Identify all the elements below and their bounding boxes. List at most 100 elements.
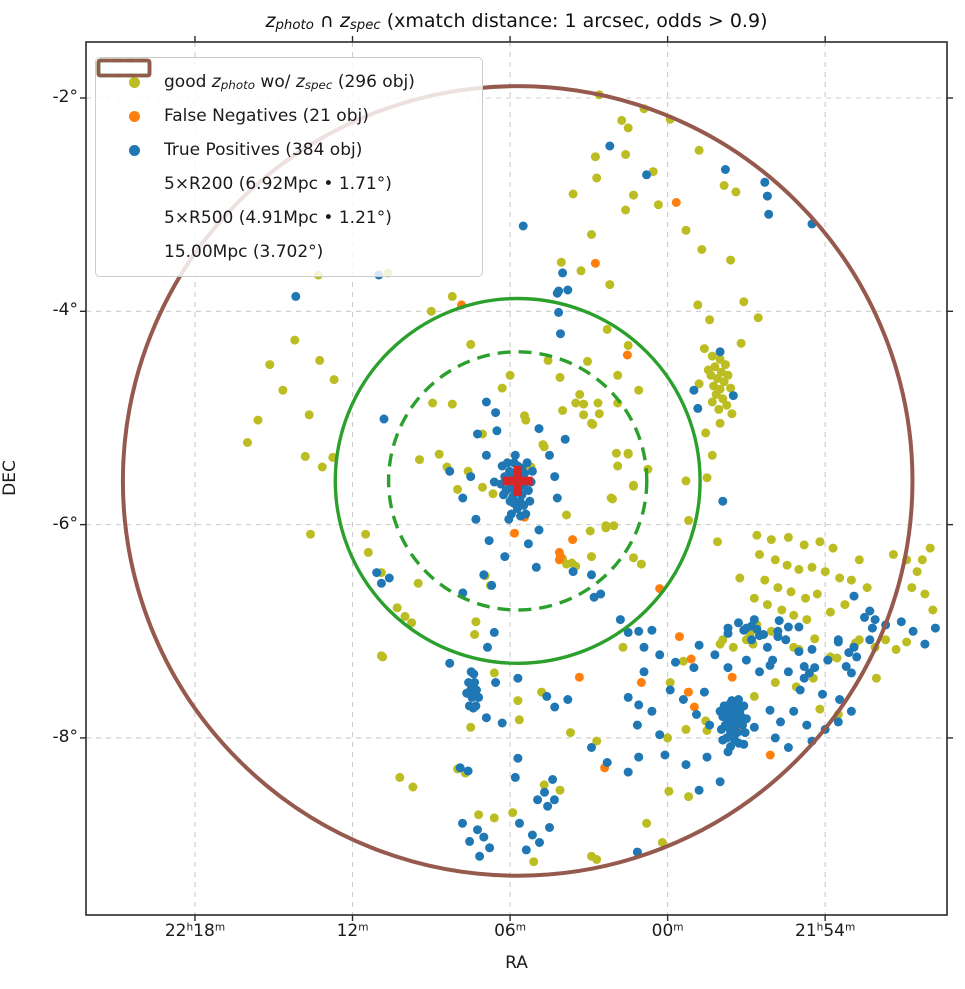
x-axis-label: RA <box>505 953 528 973</box>
scatter-true-positives <box>655 650 665 660</box>
legend-item: True Positives (384 obj) <box>104 133 472 167</box>
scatter-true-positives <box>896 617 906 627</box>
scatter-good-zphoto <box>807 562 817 572</box>
scatter-true-positives <box>492 426 502 436</box>
scatter-good-zphoto <box>707 450 717 460</box>
scatter-true-positives <box>471 514 481 524</box>
scatter-true-positives <box>694 785 704 795</box>
scatter-true-positives <box>730 720 740 730</box>
scatter-true-positives <box>846 706 856 716</box>
scatter-good-zphoto <box>378 652 388 662</box>
scatter-true-positives <box>563 285 573 295</box>
scatter-good-zphoto <box>925 543 935 553</box>
scatter-good-zphoto <box>621 150 631 159</box>
scatter-good-zphoto <box>755 550 764 559</box>
scatter-good-zphoto <box>602 324 612 334</box>
scatter-good-zphoto <box>917 555 927 565</box>
circle-5xR200 <box>333 296 702 665</box>
scatter-true-positives <box>802 720 812 730</box>
scatter-true-positives <box>720 165 730 174</box>
scatter-true-positives <box>724 722 733 732</box>
scatter-true-positives <box>823 655 833 665</box>
legend: good zphoto wo/ zspec (296 obj) False Neg… <box>95 57 483 277</box>
scatter-good-zphoto <box>891 644 901 654</box>
x-tick-label: 21h54m <box>795 921 856 941</box>
scatter-true-positives <box>747 635 757 645</box>
scatter-good-zphoto <box>789 610 799 620</box>
scatter-good-zphoto <box>566 728 575 738</box>
scatter-good-zphoto <box>608 494 617 504</box>
scatter-true-positives <box>660 750 670 760</box>
scatter-true-positives <box>781 635 791 645</box>
scatter-true-positives <box>723 747 733 757</box>
dot-icon <box>128 76 140 88</box>
scatter-false-negatives <box>554 547 564 557</box>
scatter-good-zphoto <box>543 355 553 365</box>
scatter-good-zphoto <box>539 442 549 452</box>
scatter-good-zphoto <box>579 399 589 409</box>
scatter-good-zphoto <box>306 529 315 539</box>
scatter-good-zphoto <box>556 257 566 267</box>
legend-dot-marker-icon <box>104 76 164 88</box>
scatter-true-positives <box>833 637 843 647</box>
scatter-good-zphoto <box>723 370 733 380</box>
scatter-good-zphoto <box>408 782 418 792</box>
scatter-good-zphoto <box>794 564 804 574</box>
scatter-good-zphoto <box>739 297 749 307</box>
scatter-true-positives <box>605 141 615 151</box>
scatter-good-zphoto <box>613 461 623 471</box>
scatter-good-zphoto <box>810 634 820 644</box>
scatter-good-zphoto <box>317 462 327 472</box>
scatter-good-zphoto <box>623 448 633 458</box>
scatter-true-positives <box>870 615 880 625</box>
scatter-good-zphoto <box>653 200 663 210</box>
scatter-good-zphoto <box>470 630 480 639</box>
scatter-good-zphoto <box>488 489 498 499</box>
scatter-good-zphoto <box>820 567 830 577</box>
scatter-good-zphoto <box>854 555 864 565</box>
scatter-false-negatives <box>574 672 584 682</box>
scatter-true-positives <box>445 658 455 668</box>
scatter-true-positives <box>693 403 703 413</box>
scatter-good-zphoto <box>434 449 444 459</box>
scatter-false-negatives <box>590 258 600 268</box>
scatter-good-zphoto <box>684 515 694 525</box>
scatter-true-positives <box>481 713 491 723</box>
legend-item: good zphoto wo/ zspec (296 obj) <box>104 65 472 99</box>
scatter-true-positives <box>487 580 497 590</box>
scatter-good-zphoto <box>782 560 792 570</box>
y-tick-label: -8° <box>52 726 78 747</box>
scatter-good-zphoto <box>786 587 796 597</box>
scatter-good-zphoto <box>617 115 627 125</box>
scatter-good-zphoto <box>605 280 615 290</box>
scatter-good-zphoto <box>715 639 725 649</box>
scatter-true-positives <box>642 170 652 180</box>
scatter-true-positives <box>776 717 785 727</box>
scatter-true-positives <box>739 739 749 749</box>
scatter-true-positives <box>634 700 644 710</box>
scatter-true-positives <box>548 775 558 784</box>
scatter-true-positives <box>527 466 537 476</box>
scatter-good-zphoto <box>801 593 810 603</box>
scatter-true-positives <box>705 720 715 730</box>
legend-item-label: True Positives (384 obj) <box>164 140 363 160</box>
scatter-true-positives <box>489 627 499 637</box>
scatter-true-positives <box>523 539 533 549</box>
scatter-true-positives <box>552 493 562 503</box>
legend-item: 15.00Mpc (3.702°) <box>96 58 472 269</box>
scatter-good-zphoto <box>657 838 667 847</box>
scatter-true-positives <box>384 573 394 583</box>
x-tick-label: 00m <box>651 921 684 941</box>
scatter-true-positives <box>807 644 817 654</box>
scatter-good-zphoto <box>707 351 717 361</box>
scatter-true-positives <box>471 701 481 711</box>
scatter-true-positives <box>920 639 930 649</box>
scatter-good-zphoto <box>815 537 825 547</box>
scatter-true-positives <box>550 702 560 712</box>
scatter-true-positives <box>491 678 501 687</box>
scatter-good-zphoto <box>590 152 600 162</box>
scatter-true-positives <box>479 832 489 842</box>
scatter-true-positives <box>741 714 751 724</box>
scatter-good-zphoto <box>912 567 922 577</box>
scatter-true-positives <box>549 795 559 805</box>
